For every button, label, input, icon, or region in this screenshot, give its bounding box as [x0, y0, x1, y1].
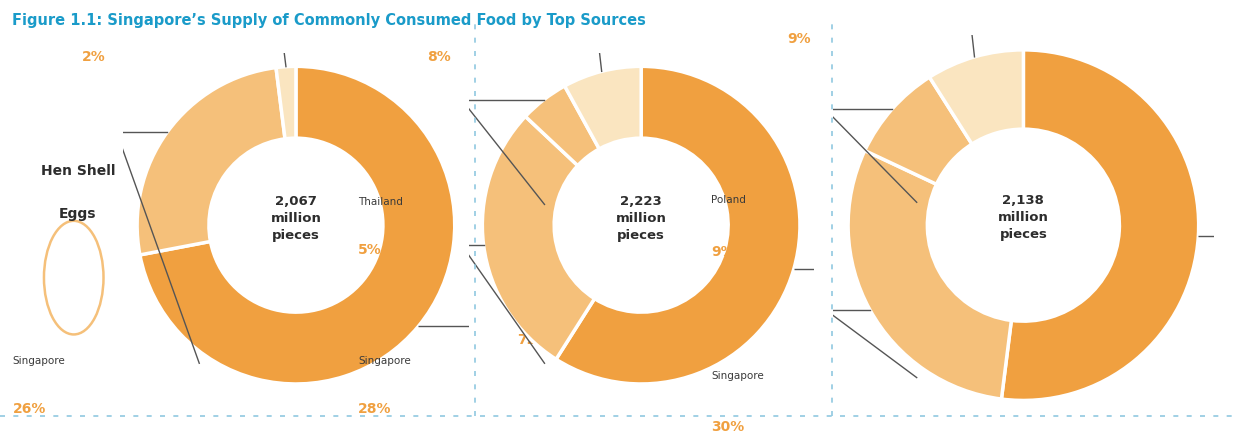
Text: 72%: 72% [517, 333, 550, 347]
Wedge shape [556, 66, 800, 384]
Text: Singapore: Singapore [711, 371, 763, 381]
Text: Poland: Poland [711, 195, 746, 205]
Text: 9%: 9% [711, 245, 735, 259]
Wedge shape [482, 116, 594, 359]
Text: Singapore: Singapore [12, 356, 65, 366]
Wedge shape [1001, 50, 1198, 401]
Text: Eggs: Eggs [59, 207, 96, 221]
Text: Figure 1.1: Singapore’s Supply of Commonly Consumed Food by Top Sources: Figure 1.1: Singapore’s Supply of Common… [12, 13, 646, 28]
Text: Malaysia: Malaysia [862, 242, 907, 252]
Text: 30%: 30% [711, 420, 745, 433]
Text: Hen Shell: Hen Shell [41, 164, 115, 178]
Text: 2,138
million
pieces: 2,138 million pieces [997, 194, 1049, 241]
Text: 9%: 9% [787, 32, 811, 45]
Wedge shape [864, 77, 972, 184]
Wedge shape [525, 86, 599, 165]
Text: 2,223
million
pieces: 2,223 million pieces [615, 195, 667, 242]
Text: 8%: 8% [427, 50, 451, 64]
Wedge shape [137, 68, 285, 255]
Text: 2%: 2% [81, 50, 106, 64]
Wedge shape [565, 66, 641, 149]
Text: 5%: 5% [358, 243, 382, 257]
Text: Singapore: Singapore [358, 356, 411, 366]
Text: 28%: 28% [358, 402, 392, 416]
Text: 26%: 26% [12, 402, 46, 416]
Text: Malaysia: Malaysia [517, 298, 562, 308]
Wedge shape [930, 50, 1023, 144]
Wedge shape [276, 66, 296, 139]
Text: 2,067
million
pieces: 2,067 million pieces [270, 195, 322, 242]
Wedge shape [848, 151, 1011, 399]
Wedge shape [139, 66, 455, 384]
Text: Thailand: Thailand [358, 197, 403, 207]
Text: 59%: 59% [862, 276, 895, 291]
